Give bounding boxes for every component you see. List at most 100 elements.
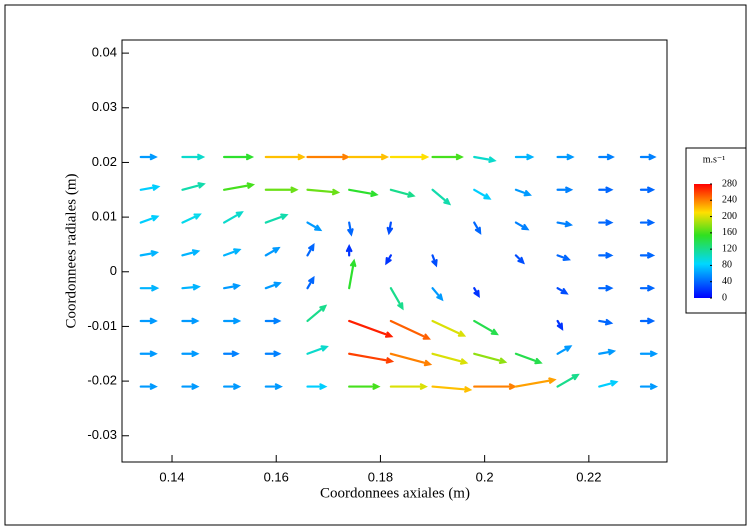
vector-arrow bbox=[181, 182, 206, 191]
vector-arrow bbox=[514, 153, 535, 161]
plot-frame bbox=[121, 39, 668, 463]
vector-arrow bbox=[514, 352, 543, 365]
vector-arrow bbox=[389, 319, 431, 340]
vector-arrow bbox=[598, 348, 617, 356]
vector-arrow bbox=[306, 221, 323, 232]
colorbar bbox=[694, 184, 712, 298]
y-tick-label: -0.01 bbox=[87, 318, 117, 333]
vector-arrow bbox=[306, 345, 329, 355]
vector-field bbox=[139, 153, 659, 393]
vector-arrow bbox=[306, 188, 341, 196]
vector-arrow bbox=[431, 188, 452, 206]
vector-arrow bbox=[139, 317, 158, 325]
vector-arrow bbox=[223, 317, 242, 325]
vector-arrow bbox=[264, 213, 289, 224]
vector-arrow bbox=[181, 153, 206, 161]
y-tick-label: 0.02 bbox=[92, 154, 117, 169]
vector-arrow bbox=[347, 221, 354, 237]
y-tick-label: 0.03 bbox=[92, 99, 117, 114]
vector-arrow bbox=[431, 254, 438, 268]
vector-arrow bbox=[348, 352, 395, 364]
vector-arrow bbox=[473, 287, 480, 299]
vector-arrow bbox=[386, 221, 394, 236]
vector-arrow bbox=[345, 243, 353, 257]
vector-arrow bbox=[264, 186, 299, 194]
vector-arrow bbox=[556, 319, 564, 331]
vector-arrow bbox=[139, 383, 158, 390]
vector-arrow bbox=[181, 249, 201, 257]
vector-arrow bbox=[473, 319, 499, 336]
colorbar-tick-label: 40 bbox=[722, 276, 732, 287]
colorbar-tick-label: 200 bbox=[722, 211, 737, 222]
vector-arrow bbox=[264, 317, 282, 325]
y-tick-label: -0.02 bbox=[87, 373, 117, 388]
colorbar-tick-label: 80 bbox=[722, 260, 732, 271]
vector-arrow bbox=[598, 186, 614, 194]
vector-arrow bbox=[556, 186, 574, 194]
vector-arrow bbox=[431, 153, 464, 161]
vector-arrow bbox=[639, 252, 656, 259]
colorbar-tick-label: 280 bbox=[722, 178, 737, 189]
vector-arrow bbox=[306, 275, 315, 290]
vector-arrow bbox=[556, 254, 571, 261]
vector-arrow bbox=[264, 350, 282, 358]
vector-arrow bbox=[139, 250, 160, 257]
vector-arrow bbox=[639, 383, 659, 390]
vector-arrow bbox=[348, 319, 394, 338]
vector-arrow bbox=[223, 153, 255, 161]
colorbar-tick-label: 0 bbox=[722, 292, 727, 303]
vector-arrow bbox=[348, 258, 357, 290]
vector-arrow bbox=[514, 221, 530, 231]
vector-arrow bbox=[556, 287, 569, 295]
vector-arrow bbox=[598, 380, 619, 388]
x-tick-label: 0.22 bbox=[576, 469, 601, 484]
vector-arrow bbox=[264, 281, 282, 290]
vector-arrow bbox=[385, 254, 392, 266]
vector-arrow bbox=[514, 377, 557, 388]
vector-arrow bbox=[598, 284, 614, 292]
x-tick-label: 0.14 bbox=[159, 469, 184, 484]
vector-arrow bbox=[473, 383, 518, 390]
vector-arrow bbox=[139, 215, 160, 224]
x-tick-label: 0.2 bbox=[476, 469, 494, 484]
vector-arrow bbox=[389, 153, 430, 161]
y-tick-label: 0 bbox=[110, 263, 117, 278]
vector-arrow bbox=[181, 383, 200, 390]
vector-arrow bbox=[556, 345, 573, 355]
vector-arrow bbox=[556, 220, 574, 228]
vector-arrow bbox=[598, 252, 614, 259]
vector-arrow bbox=[181, 283, 201, 291]
vector-arrow bbox=[389, 352, 433, 367]
vector-arrow bbox=[139, 350, 158, 358]
vector-arrow bbox=[556, 153, 575, 161]
vector-arrow bbox=[431, 385, 473, 393]
y-tick-label: 0.01 bbox=[92, 209, 117, 224]
vector-arrow bbox=[639, 219, 656, 226]
vector-arrow bbox=[181, 350, 200, 358]
y-tick-label: -0.03 bbox=[87, 427, 117, 442]
vector-arrow bbox=[223, 248, 242, 257]
vector-arrow bbox=[181, 317, 200, 325]
vector-arrow bbox=[431, 319, 467, 337]
vector-arrow bbox=[389, 287, 404, 311]
vector-arrow bbox=[139, 153, 158, 161]
vector-arrow bbox=[223, 283, 241, 290]
y-axis-label: Coordonnees radiales (m) bbox=[63, 174, 79, 329]
vector-arrow bbox=[223, 211, 244, 224]
colorbar-tick-label: 120 bbox=[722, 243, 737, 254]
vector-arrow bbox=[639, 317, 656, 325]
vector-arrow bbox=[306, 153, 351, 161]
vector-arrow bbox=[514, 254, 525, 265]
vector-arrow bbox=[473, 155, 497, 163]
vector-arrow bbox=[598, 153, 615, 161]
vector-arrow bbox=[139, 284, 160, 292]
vector-arrow bbox=[473, 188, 492, 200]
vector-arrow bbox=[431, 287, 444, 302]
x-tick-label: 0.16 bbox=[264, 469, 289, 484]
vector-arrow bbox=[639, 153, 657, 161]
vector-arrow bbox=[306, 304, 328, 323]
colorbar-tick-label: 160 bbox=[722, 227, 737, 238]
vector-arrow bbox=[598, 219, 614, 226]
